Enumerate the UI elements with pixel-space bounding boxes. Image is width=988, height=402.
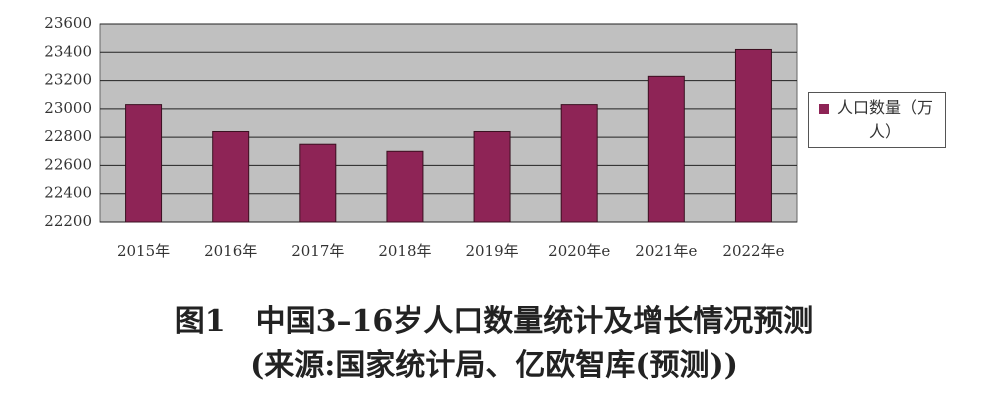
y-tick-label: 22400: [44, 184, 92, 202]
y-tick-label: 23200: [44, 71, 92, 89]
bar: [125, 104, 163, 223]
y-tick-label: 23000: [44, 99, 92, 117]
x-tick-label: 2017年: [291, 242, 344, 260]
bar: [647, 75, 685, 223]
bar: [560, 104, 598, 223]
y-tick-label: 22600: [44, 155, 92, 173]
x-tick-label: 2022年e: [722, 242, 784, 260]
x-tick-label: 2020年e: [548, 242, 610, 260]
y-tick-label: 23400: [44, 42, 92, 60]
bar: [386, 150, 424, 223]
x-tick-label: 2016年: [204, 242, 257, 260]
y-tick-label: 23600: [44, 14, 92, 32]
chart-subtitle: (来源:国家统计局、亿欧智库(预测)): [250, 348, 738, 383]
x-tick-label: 2019年: [465, 242, 518, 260]
bar: [734, 48, 772, 223]
legend-label: 人口数量（万人）: [836, 98, 933, 141]
plot-area: [99, 23, 798, 223]
y-tick-label: 22800: [44, 127, 92, 145]
x-tick-label: 2018年: [378, 242, 431, 260]
x-tick-label: 2015年: [117, 242, 170, 260]
y-tick-label: 22200: [44, 212, 92, 230]
x-tick-label: 2021年e: [635, 242, 697, 260]
bar: [299, 143, 337, 223]
legend: 人口数量（万人）: [808, 92, 946, 148]
bar: [473, 130, 511, 223]
bar: [212, 130, 250, 223]
chart-title: 图1 中国3–16岁人口数量统计及增长情况预测: [174, 304, 814, 339]
chart: 22200 22400 22600 22800 23000 23200 23400 23600…: [44, 14, 798, 260]
legend-swatch: [819, 104, 829, 114]
